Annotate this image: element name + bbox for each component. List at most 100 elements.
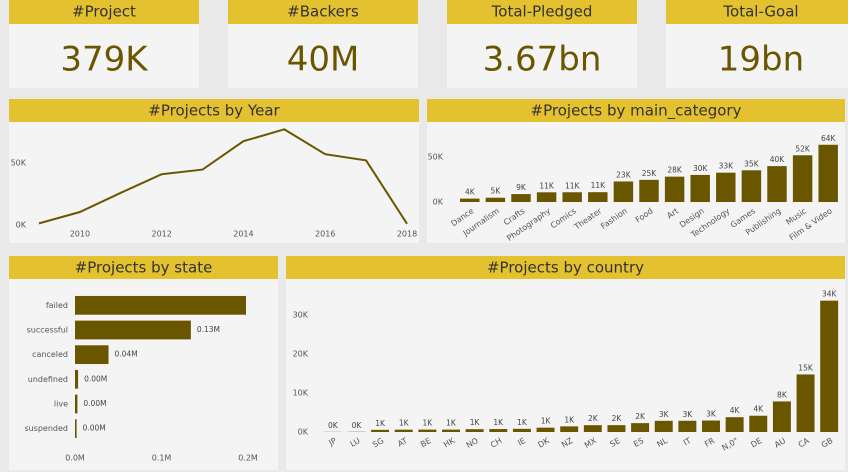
value-label: 64K [821,134,837,143]
bar [75,345,109,365]
value-label: 3K [659,410,670,419]
kpi-header [9,0,199,24]
value-label: 0K [352,421,363,430]
bar [394,429,413,432]
bar [631,423,650,432]
chart-header [9,99,419,122]
value-label: 1K [399,419,410,428]
value-label: 25K [642,169,658,178]
bar [716,172,736,202]
value-label: 0.04M [115,350,138,359]
y-tick-label: canceled [32,350,68,359]
value-label: 34K [822,290,838,299]
bar [442,429,460,432]
kpi-card [228,24,418,88]
bar [741,170,762,202]
kpi-card [447,24,637,88]
y-tick-label: live [54,400,68,409]
kpi-value: 19bn [718,40,804,80]
bar [75,419,77,439]
chart-header [286,256,845,279]
chart-panel [286,279,845,470]
value-label: 0.00M [84,374,107,383]
x-tick-label: 2012 [151,230,171,239]
kpi-card [666,24,848,88]
y-tick-label: 0K [433,198,444,207]
bar [465,429,484,432]
value-label: 2K [635,412,646,421]
bar [75,295,247,315]
value-label: 3K [706,410,717,419]
bar [690,174,710,202]
value-label: 15K [798,363,814,372]
kpi-title: #Backers [287,3,359,21]
bar [772,401,791,432]
bar [639,179,659,202]
bar [562,192,582,202]
value-label: 11K [539,181,555,190]
value-label: 1K [423,419,434,428]
bar [678,420,697,432]
chart-panel [9,122,419,243]
y-tick-label: 0K [16,221,27,230]
kpi-title: Total-Pledged [491,3,593,21]
x-tick-label: ES [632,436,645,449]
bar [796,374,815,432]
x-tick-label: 2010 [70,230,90,239]
bar [702,420,720,432]
value-label: 3K [683,410,694,419]
value-label: 0.00M [83,399,106,408]
y-tick-label: 50K [428,153,444,162]
bar [536,192,557,202]
bar [749,415,768,432]
value-label: 1K [446,419,457,428]
bar [792,155,813,202]
kpi-value: 3.67bn [483,40,602,80]
chart-header [427,99,845,122]
x-tick-label: SE [608,436,621,449]
bar [418,429,437,432]
value-label: 2K [612,414,623,423]
y-tick-label: 50K [11,159,27,168]
bar [560,426,579,432]
value-label: 1K [470,418,481,427]
chart-title: #Projects by state [75,259,213,277]
bar [536,427,555,432]
value-label: 1K [375,419,386,428]
kpi-header [447,0,637,24]
value-label: 30K [693,164,709,173]
y-tick-label: undefined [28,375,68,384]
value-label: 11K [591,181,607,190]
value-label: 1K [493,418,504,427]
bar [511,194,531,202]
value-label: 0K [328,421,339,430]
value-label: 33K [719,162,735,171]
line [38,128,408,225]
bar [767,166,787,202]
kpi-title: #Project [72,3,136,21]
value-label: 23K [616,170,632,179]
value-label: 0.00M [83,424,106,433]
x-tick-label: 0.0M [65,454,85,463]
bar [654,420,673,432]
chart-header [9,256,278,279]
kpi-value: 40M [287,40,360,80]
value-label: 11K [565,181,581,190]
x-tick-label: AT [396,436,409,449]
bar [75,320,191,340]
x-tick-label: IE [516,436,527,448]
x-tick-label: JP [326,436,338,448]
bar [460,198,480,202]
y-tick-label: failed [46,301,68,310]
value-label: 52K [795,144,811,153]
y-tick-label: 30K [293,311,309,320]
value-label: 4K [465,188,476,197]
bar [485,197,506,202]
kpi-value: 379K [60,40,149,80]
x-tick-label: 2018 [397,230,417,239]
value-label: 1K [517,418,528,427]
y-tick-label: 20K [293,350,309,359]
x-tick-label: 0.2M [238,454,258,463]
kpi-title: Total-Goal [722,3,798,21]
